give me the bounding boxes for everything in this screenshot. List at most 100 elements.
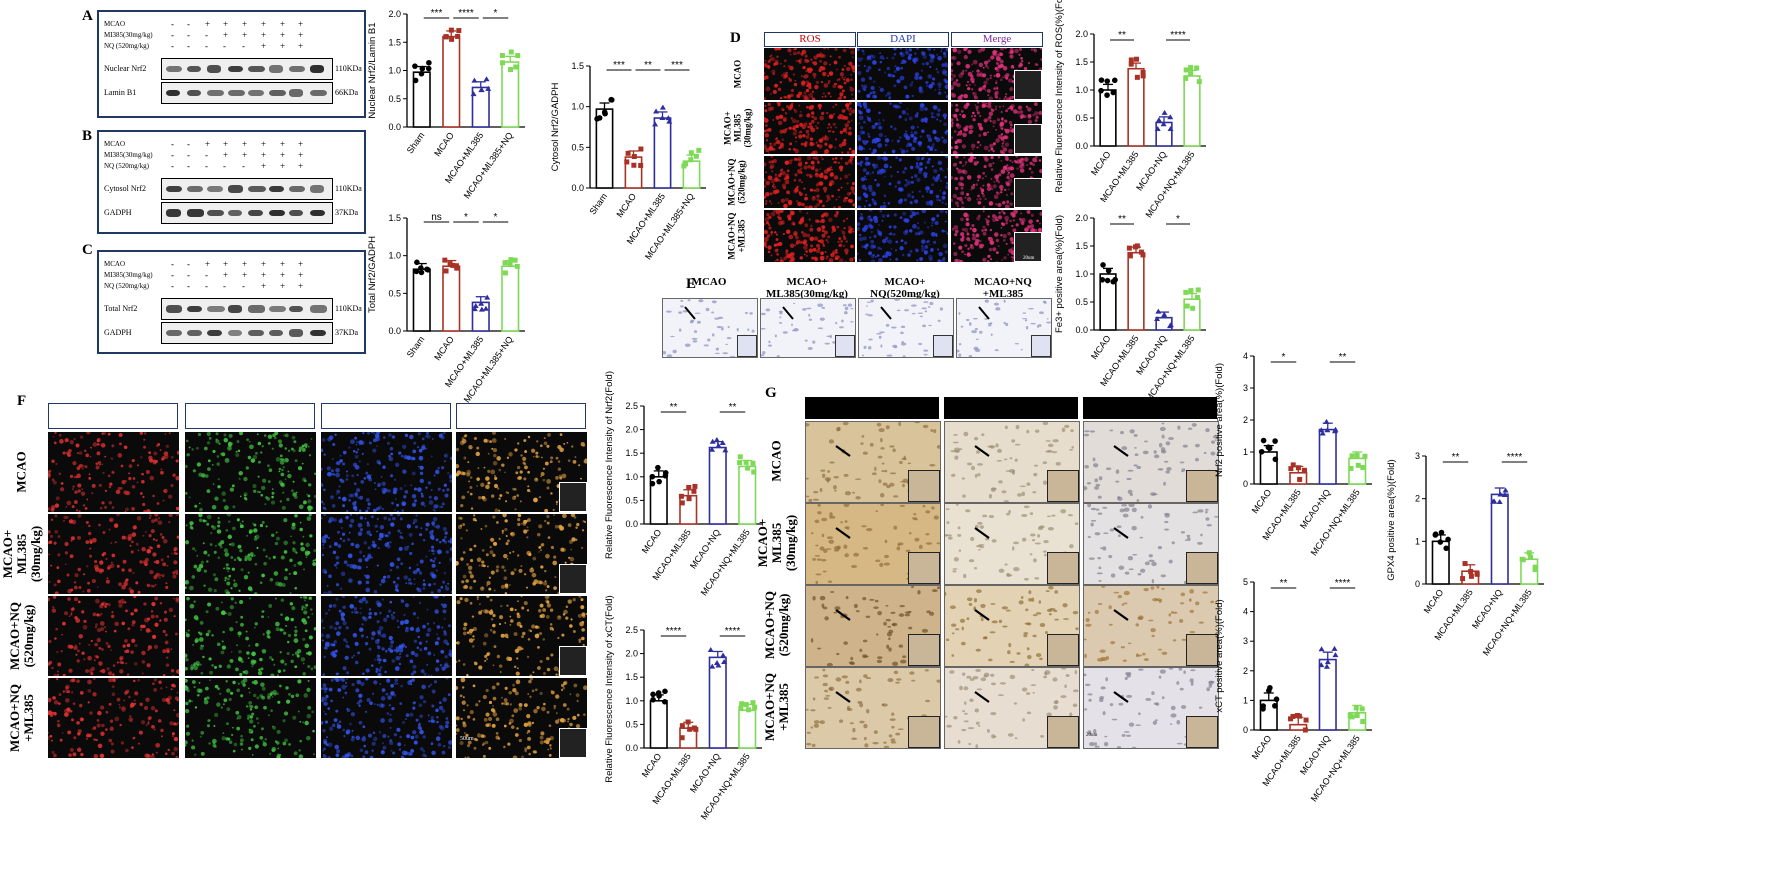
data-point [1360,465,1366,471]
y-tick-label: 3 [1415,451,1420,461]
western-blot-panel-c: MCAO - - + + + + + + MI385(30mg/kg) - - - + + + + + NQ (52… [97,250,366,354]
scale-bar-label: 20um [1086,733,1098,738]
panel-f-micrograph [48,432,179,512]
data-point [1331,645,1338,651]
y-tick-label: 1 [1243,695,1248,705]
data-point [448,27,454,33]
panel-d-micrograph [764,48,855,100]
data-point [707,647,714,653]
panel-f-micrograph [185,678,316,758]
data-point [1324,659,1331,665]
data-point [709,663,716,669]
data-point [1272,703,1278,709]
panel-g-header [944,397,1078,419]
data-point [743,459,749,465]
panel-d-micrograph [951,210,1042,262]
blot-band [207,306,225,312]
treatment-sign: - [187,139,190,149]
data-point [1105,267,1112,274]
blot-band [227,330,243,336]
blot-strip [161,58,333,80]
treatment-sign: - [187,30,190,40]
data-point [715,442,722,448]
data-point [662,470,669,476]
data-point [1104,92,1110,98]
blot-protein-label: Total Nrf2 [104,304,138,313]
bar [1127,67,1145,147]
bar [1490,493,1509,585]
blot-band [207,65,222,73]
data-point [679,735,685,741]
panel-f-micrograph [456,432,587,512]
data-point [624,159,630,165]
blot-strip [161,202,333,224]
data-point [1128,57,1134,63]
y-tick-label: 2.0 [1075,213,1088,223]
blot-protein-label: GADPH [104,328,132,337]
treatment-sign: - [205,161,208,171]
data-point [688,157,694,163]
y-tick-label: 2.5 [625,401,638,411]
data-point [1194,65,1200,71]
data-point [485,85,492,91]
significance-label: ** [670,402,678,413]
bar [1318,428,1337,485]
data-point [442,257,448,263]
blot-row-label: NQ (520mg/kg) [104,42,149,50]
treatment-sign: + [298,270,304,280]
data-point [1272,438,1278,444]
y-tick-label: 1.5 [625,672,638,682]
blot-band [186,186,204,192]
data-point [1462,561,1468,567]
panel-d-header: Merge [951,32,1043,47]
panel-d-header: ROS [764,32,856,47]
y-tick-label: 0.0 [571,183,584,193]
treatment-sign: - [205,270,208,280]
blot-strip [161,82,333,104]
blot-band [248,90,265,96]
blot-band [248,66,265,72]
bar [471,86,490,128]
blot-band [309,89,328,97]
y-tick-label: 2.5 [625,625,638,635]
data-point [1526,550,1532,556]
panel-letter-c: C [82,242,93,258]
data-point [1520,557,1526,563]
y-tick-label: 1.0 [571,102,584,112]
treatment-sign: + [223,259,229,269]
data-point [661,698,668,705]
data-point [1155,117,1162,123]
blot-band [268,89,286,97]
treatment-sign: - [242,281,245,291]
data-point [426,59,432,66]
treatment-sign: - [171,281,174,291]
bar [412,268,431,332]
panel-g-micrograph [1083,421,1219,503]
data-point [418,265,424,271]
data-point [1183,67,1189,73]
bar [708,656,727,749]
blot-band [186,209,205,217]
treatment-sign: - [187,270,190,280]
panel-letter-g: G [765,385,777,401]
blot-band [207,209,224,217]
data-point [739,701,745,707]
treatment-sign: + [280,41,286,51]
bar [1127,251,1145,331]
data-point [1324,427,1331,433]
data-point [1184,303,1190,309]
data-point [1303,717,1309,723]
treatment-sign: - [223,41,226,51]
y-tick-label: 2.0 [625,425,638,435]
data-point [722,447,729,453]
data-point [659,115,666,121]
data-point [752,704,758,710]
y-axis-label: Relative Fluorescence Intensity of ROS(%… [1054,0,1065,193]
y-axis-label: GPX4 positive area(%)(Fold) [1386,459,1397,580]
treatment-sign: + [298,30,304,40]
treatment-sign: + [261,41,267,51]
data-point [478,87,485,93]
blot-band [289,89,304,97]
